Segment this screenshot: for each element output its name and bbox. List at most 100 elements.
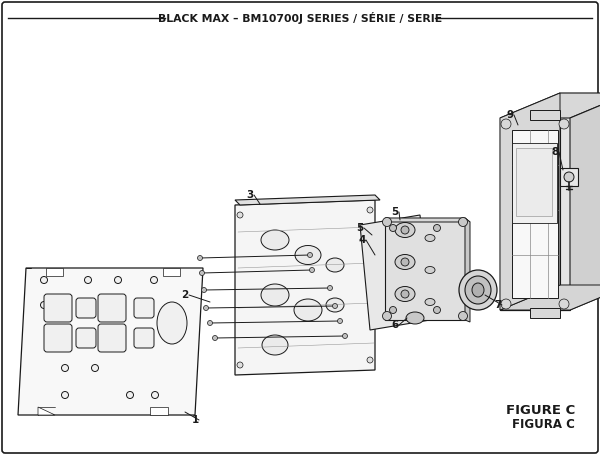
Circle shape — [383, 217, 392, 227]
Circle shape — [85, 277, 91, 283]
Ellipse shape — [295, 246, 321, 264]
FancyBboxPatch shape — [44, 294, 72, 322]
Circle shape — [212, 335, 218, 340]
Circle shape — [401, 226, 409, 234]
Circle shape — [564, 172, 574, 182]
Ellipse shape — [262, 335, 288, 355]
Text: 8: 8 — [551, 147, 559, 157]
Circle shape — [115, 277, 121, 283]
Text: 5: 5 — [356, 223, 364, 233]
Text: 4: 4 — [358, 235, 365, 245]
FancyBboxPatch shape — [134, 328, 154, 348]
Polygon shape — [570, 93, 600, 310]
Ellipse shape — [459, 270, 497, 310]
Text: 5: 5 — [391, 207, 398, 217]
Polygon shape — [512, 130, 558, 298]
Circle shape — [458, 217, 467, 227]
Circle shape — [208, 320, 212, 325]
Circle shape — [337, 318, 343, 324]
Polygon shape — [560, 93, 600, 285]
FancyBboxPatch shape — [134, 298, 154, 318]
Polygon shape — [46, 268, 63, 276]
FancyBboxPatch shape — [76, 298, 96, 318]
Polygon shape — [385, 218, 465, 320]
Bar — [512, 143, 557, 223]
Ellipse shape — [425, 267, 435, 273]
Circle shape — [367, 357, 373, 363]
Ellipse shape — [425, 234, 435, 242]
Circle shape — [151, 277, 157, 283]
Text: 6: 6 — [391, 320, 398, 330]
Circle shape — [151, 391, 158, 399]
FancyBboxPatch shape — [44, 324, 72, 352]
Text: BLACK MAX – BM10700J SERIES / SÉRIE / SERIE: BLACK MAX – BM10700J SERIES / SÉRIE / SE… — [158, 12, 442, 24]
Ellipse shape — [395, 222, 415, 238]
Ellipse shape — [294, 299, 322, 321]
Text: 9: 9 — [506, 110, 514, 120]
Circle shape — [41, 277, 47, 283]
Circle shape — [501, 119, 511, 129]
Polygon shape — [465, 218, 470, 322]
Ellipse shape — [261, 284, 289, 306]
Circle shape — [559, 119, 569, 129]
Circle shape — [197, 256, 203, 261]
Circle shape — [127, 391, 133, 399]
FancyBboxPatch shape — [98, 324, 126, 352]
Polygon shape — [500, 93, 560, 310]
Ellipse shape — [261, 230, 289, 250]
Polygon shape — [235, 200, 375, 375]
Circle shape — [389, 307, 397, 313]
Ellipse shape — [326, 298, 344, 312]
Circle shape — [310, 268, 314, 273]
Circle shape — [328, 285, 332, 290]
Bar — [530, 308, 560, 318]
Circle shape — [433, 224, 440, 232]
Text: 7: 7 — [494, 300, 502, 310]
Bar — [530, 110, 560, 120]
Ellipse shape — [157, 302, 187, 344]
Polygon shape — [235, 195, 380, 205]
Ellipse shape — [395, 254, 415, 269]
FancyBboxPatch shape — [76, 328, 96, 348]
Circle shape — [202, 288, 206, 293]
Circle shape — [62, 364, 68, 371]
Circle shape — [389, 224, 397, 232]
Circle shape — [91, 364, 98, 371]
Polygon shape — [500, 118, 570, 310]
Circle shape — [237, 212, 243, 218]
Polygon shape — [38, 407, 55, 415]
Bar — [560, 168, 578, 186]
Circle shape — [332, 303, 337, 308]
Circle shape — [559, 299, 569, 309]
Circle shape — [199, 271, 205, 275]
Text: 3: 3 — [247, 190, 254, 200]
Ellipse shape — [465, 276, 491, 304]
Polygon shape — [163, 268, 180, 276]
Text: 1: 1 — [191, 415, 199, 425]
Ellipse shape — [425, 298, 435, 305]
Ellipse shape — [326, 258, 344, 272]
Text: FIGURA C: FIGURA C — [512, 419, 575, 431]
Circle shape — [501, 299, 511, 309]
Circle shape — [401, 258, 409, 266]
Polygon shape — [500, 285, 600, 310]
Polygon shape — [385, 218, 470, 222]
Circle shape — [203, 305, 209, 310]
Circle shape — [308, 253, 313, 258]
FancyBboxPatch shape — [98, 294, 126, 322]
Polygon shape — [360, 215, 430, 330]
Circle shape — [62, 391, 68, 399]
Circle shape — [458, 312, 467, 320]
Bar — [516, 148, 552, 216]
Circle shape — [433, 307, 440, 313]
Circle shape — [383, 312, 392, 320]
Circle shape — [401, 290, 409, 298]
Circle shape — [343, 334, 347, 339]
Text: FIGURE C: FIGURE C — [506, 404, 575, 416]
Polygon shape — [150, 407, 168, 415]
Circle shape — [367, 207, 373, 213]
Ellipse shape — [472, 283, 484, 297]
Text: 2: 2 — [181, 290, 188, 300]
Polygon shape — [500, 93, 600, 118]
Circle shape — [237, 362, 243, 368]
